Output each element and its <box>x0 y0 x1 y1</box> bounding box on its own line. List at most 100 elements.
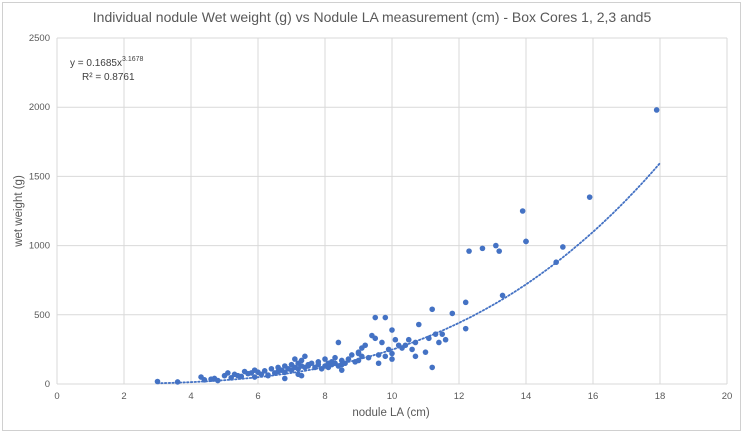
data-point <box>355 357 362 364</box>
y-tick-label: 0 <box>45 379 50 390</box>
data-point <box>412 353 419 360</box>
data-point <box>409 346 415 353</box>
data-point <box>496 248 503 254</box>
data-point <box>560 244 566 250</box>
data-point <box>372 335 379 342</box>
data-point <box>426 335 432 342</box>
y-tick-label: 2500 <box>29 33 50 44</box>
x-tick-label: 10 <box>387 391 398 402</box>
data-point <box>362 342 369 349</box>
data-point <box>586 194 593 200</box>
x-tick-label: 14 <box>521 391 532 402</box>
data-point <box>308 360 315 367</box>
data-point <box>429 306 436 313</box>
data-point <box>392 336 399 343</box>
x-tick-label: 16 <box>588 391 599 402</box>
data-points <box>154 107 660 385</box>
data-point <box>268 365 275 372</box>
data-point <box>429 364 436 371</box>
data-point <box>201 377 208 383</box>
data-point <box>389 356 395 362</box>
data-point <box>154 378 161 385</box>
data-point <box>215 377 221 384</box>
data-point <box>342 360 348 367</box>
data-point <box>493 242 499 249</box>
data-point <box>355 350 362 357</box>
x-tick-label: 6 <box>255 391 260 402</box>
equation-exponent: 3.1678 <box>122 56 144 63</box>
data-point <box>466 248 472 254</box>
data-point <box>174 379 181 385</box>
data-point <box>479 245 486 252</box>
trendline-r2: R² = 0.8761 <box>82 72 135 83</box>
trendline <box>156 162 661 385</box>
data-point <box>412 339 419 346</box>
data-point <box>462 325 469 332</box>
data-point <box>389 327 395 333</box>
y-axis-label: wet weight (g) <box>13 175 25 248</box>
data-point <box>282 375 288 382</box>
data-point <box>238 373 245 380</box>
equation-base: y = 0.1685x <box>70 58 122 69</box>
data-point <box>382 353 389 360</box>
data-point <box>282 369 288 376</box>
data-point <box>653 107 660 113</box>
data-point <box>349 352 355 358</box>
trendline-curve <box>156 162 661 385</box>
chart-title: Individual nodule Wet weight (g) vs Nodu… <box>93 9 652 25</box>
data-point <box>225 370 231 376</box>
data-point <box>416 321 422 328</box>
chart-frame <box>2 2 741 431</box>
data-point <box>523 238 529 245</box>
y-tick-label: 1500 <box>29 171 50 182</box>
data-point <box>375 360 382 367</box>
data-point <box>365 354 372 361</box>
data-point <box>432 331 439 337</box>
x-axis-label: nodule LA (cm) <box>352 407 430 419</box>
data-point <box>382 314 389 321</box>
data-point <box>402 342 409 349</box>
data-point <box>338 367 345 373</box>
data-point <box>439 331 446 337</box>
data-point <box>292 356 298 362</box>
data-point <box>315 359 322 365</box>
y-tick-label: 2000 <box>29 102 50 113</box>
data-point <box>442 336 449 343</box>
tick-labels: 0 2 4 6 8 10 12 14 16 18 20 0 500 1000 1500 2000 2500 <box>29 33 732 402</box>
trendline-equation: y = 0.1685x3.1678 <box>70 56 144 69</box>
data-point <box>332 354 338 361</box>
data-point <box>261 368 268 374</box>
data-point <box>449 310 456 317</box>
data-point <box>251 374 258 380</box>
x-tick-label: 0 <box>54 391 59 402</box>
data-point <box>375 352 382 358</box>
data-point <box>228 374 234 381</box>
y-tick-label: 500 <box>34 310 50 321</box>
data-point <box>335 339 342 346</box>
data-point <box>379 339 385 346</box>
x-tick-label: 20 <box>722 391 733 402</box>
data-point <box>436 339 442 346</box>
data-point <box>499 292 506 299</box>
data-point <box>345 356 352 362</box>
x-tick-label: 18 <box>655 391 666 402</box>
data-point <box>405 336 412 343</box>
y-tick-label: 1000 <box>29 241 50 252</box>
data-point <box>372 314 379 321</box>
data-point <box>553 259 559 266</box>
data-point <box>385 346 392 353</box>
data-point <box>519 208 526 214</box>
x-tick-label: 8 <box>322 391 327 402</box>
data-point <box>265 372 271 378</box>
data-point <box>302 353 308 360</box>
data-point <box>462 299 469 306</box>
x-tick-label: 4 <box>188 391 193 402</box>
x-tick-label: 2 <box>121 391 126 402</box>
data-point <box>295 371 302 378</box>
data-point <box>389 350 395 357</box>
data-point <box>258 371 265 378</box>
x-tick-label: 12 <box>454 391 465 402</box>
gridlines <box>56 37 728 385</box>
data-point <box>422 349 429 355</box>
